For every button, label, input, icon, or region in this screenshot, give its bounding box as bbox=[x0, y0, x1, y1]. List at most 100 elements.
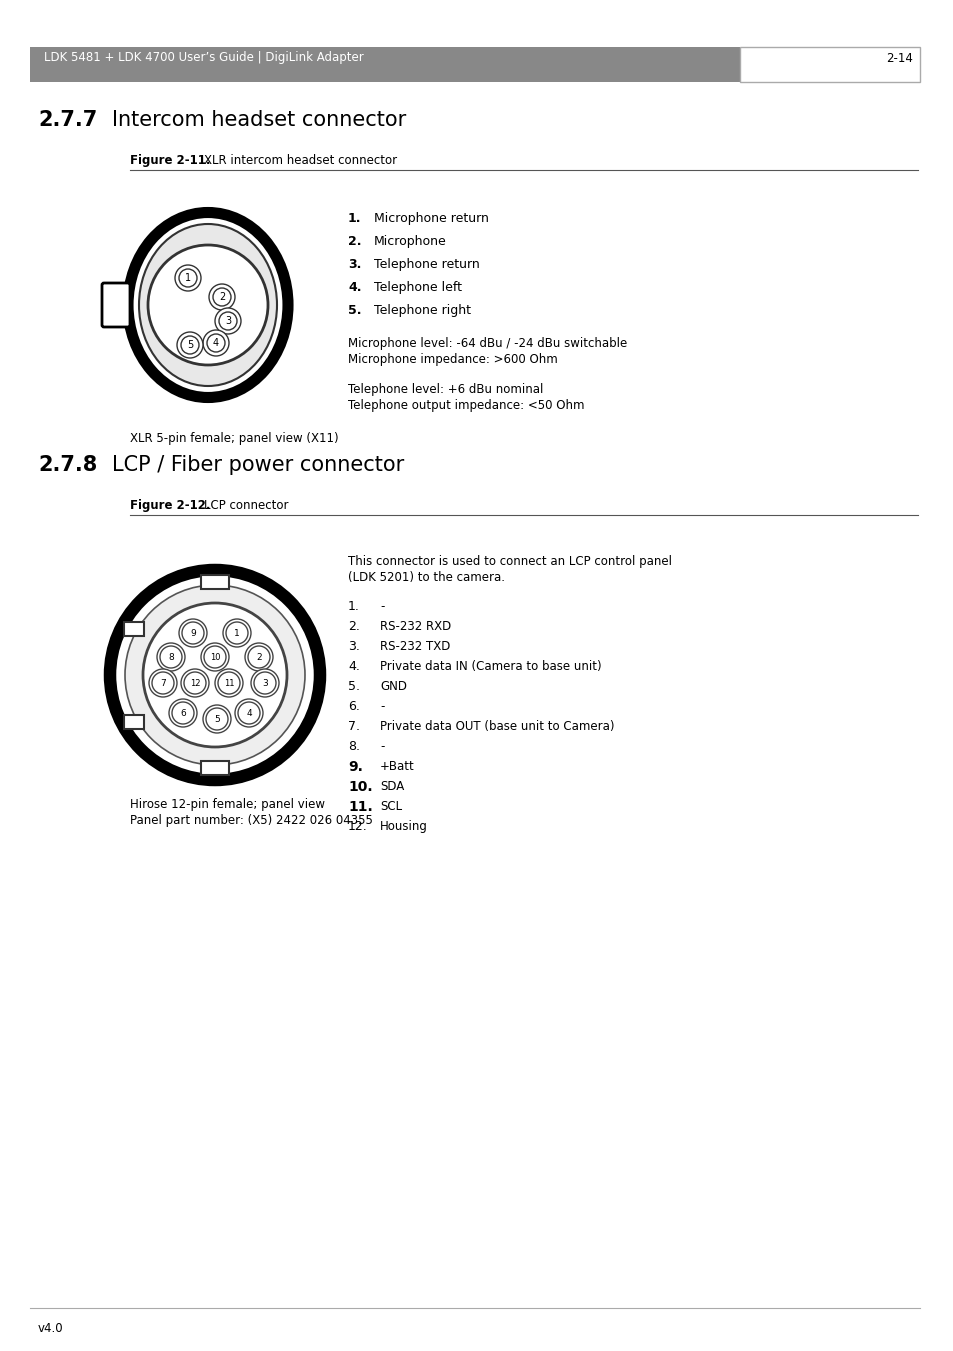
Circle shape bbox=[213, 288, 231, 305]
Text: 11: 11 bbox=[224, 678, 234, 688]
Text: v4.0: v4.0 bbox=[38, 1323, 64, 1335]
Text: 2-14: 2-14 bbox=[885, 51, 912, 65]
Circle shape bbox=[110, 570, 319, 780]
Text: 5.: 5. bbox=[348, 304, 361, 317]
Circle shape bbox=[201, 643, 229, 671]
Text: 11.: 11. bbox=[348, 800, 373, 815]
Text: Microphone return: Microphone return bbox=[374, 212, 488, 226]
Text: 4: 4 bbox=[213, 338, 219, 349]
Bar bbox=[740, 47, 919, 82]
Text: 2.: 2. bbox=[348, 235, 361, 249]
Circle shape bbox=[169, 698, 196, 727]
Text: 1.: 1. bbox=[348, 600, 359, 613]
Text: 1.: 1. bbox=[348, 212, 361, 226]
Text: XLR 5-pin female; panel view (X11): XLR 5-pin female; panel view (X11) bbox=[130, 432, 338, 444]
Text: 7.: 7. bbox=[348, 720, 359, 734]
Circle shape bbox=[248, 646, 270, 667]
Text: GND: GND bbox=[379, 680, 407, 693]
Circle shape bbox=[209, 284, 234, 309]
Text: This connector is used to connect an LCP control panel: This connector is used to connect an LCP… bbox=[348, 555, 671, 567]
Text: 2.: 2. bbox=[348, 620, 359, 634]
Text: Hirose 12-pin female; panel view: Hirose 12-pin female; panel view bbox=[130, 798, 325, 811]
Circle shape bbox=[174, 265, 201, 290]
Text: Intercom headset connector: Intercom headset connector bbox=[112, 109, 406, 130]
Circle shape bbox=[253, 671, 275, 694]
Circle shape bbox=[177, 332, 203, 358]
Text: Figure 2-12.: Figure 2-12. bbox=[130, 499, 211, 512]
Text: 6.: 6. bbox=[348, 700, 359, 713]
Text: 5: 5 bbox=[213, 715, 219, 724]
Circle shape bbox=[203, 705, 231, 734]
Circle shape bbox=[181, 336, 199, 354]
Circle shape bbox=[214, 669, 243, 697]
Text: Figure 2-11.: Figure 2-11. bbox=[130, 154, 211, 168]
Circle shape bbox=[219, 312, 236, 330]
Text: Telephone right: Telephone right bbox=[374, 304, 471, 317]
Circle shape bbox=[148, 245, 268, 365]
Text: +Batt: +Batt bbox=[379, 761, 415, 773]
Text: Telephone left: Telephone left bbox=[374, 281, 461, 295]
Text: 12.: 12. bbox=[348, 820, 367, 834]
Text: 4.: 4. bbox=[348, 661, 359, 673]
Circle shape bbox=[245, 643, 273, 671]
Circle shape bbox=[125, 585, 305, 765]
Text: 9: 9 bbox=[190, 628, 195, 638]
Text: Housing: Housing bbox=[379, 820, 428, 834]
Circle shape bbox=[182, 621, 204, 644]
FancyBboxPatch shape bbox=[124, 621, 144, 635]
Text: -: - bbox=[379, 700, 384, 713]
Text: 2.7.8: 2.7.8 bbox=[38, 455, 97, 476]
Circle shape bbox=[172, 703, 193, 724]
Circle shape bbox=[160, 646, 182, 667]
Text: 9.: 9. bbox=[348, 761, 362, 774]
Text: 2: 2 bbox=[256, 653, 261, 662]
Text: 4.: 4. bbox=[348, 281, 361, 295]
Bar bbox=[30, 47, 740, 82]
Text: XLR intercom headset connector: XLR intercom headset connector bbox=[204, 154, 396, 168]
Circle shape bbox=[223, 619, 251, 647]
Text: (LDK 5201) to the camera.: (LDK 5201) to the camera. bbox=[348, 571, 504, 584]
Circle shape bbox=[237, 703, 260, 724]
Text: 4: 4 bbox=[246, 708, 252, 717]
Text: SDA: SDA bbox=[379, 780, 404, 793]
Circle shape bbox=[181, 669, 209, 697]
Text: Microphone level: -64 dBu / -24 dBu switchable: Microphone level: -64 dBu / -24 dBu swit… bbox=[348, 336, 626, 350]
Circle shape bbox=[203, 330, 229, 357]
Circle shape bbox=[204, 646, 226, 667]
Circle shape bbox=[206, 708, 228, 730]
Circle shape bbox=[179, 619, 207, 647]
Text: Telephone return: Telephone return bbox=[374, 258, 479, 272]
Text: RS-232 TXD: RS-232 TXD bbox=[379, 640, 450, 653]
Circle shape bbox=[184, 671, 206, 694]
FancyBboxPatch shape bbox=[201, 576, 229, 589]
Text: 5: 5 bbox=[187, 340, 193, 350]
Text: LDK 5481 + LDK 4700 User’s Guide | DigiLink Adapter: LDK 5481 + LDK 4700 User’s Guide | DigiL… bbox=[44, 51, 363, 65]
Text: Private data IN (Camera to base unit): Private data IN (Camera to base unit) bbox=[379, 661, 601, 673]
Text: Telephone level: +6 dBu nominal: Telephone level: +6 dBu nominal bbox=[348, 382, 543, 396]
FancyBboxPatch shape bbox=[124, 715, 144, 728]
Text: 7: 7 bbox=[160, 678, 166, 688]
Circle shape bbox=[226, 621, 248, 644]
Circle shape bbox=[214, 308, 241, 334]
Text: 8.: 8. bbox=[348, 740, 359, 753]
Text: 1: 1 bbox=[185, 273, 191, 282]
Circle shape bbox=[143, 603, 287, 747]
Text: 6: 6 bbox=[180, 708, 186, 717]
Text: 1: 1 bbox=[233, 628, 239, 638]
Text: Panel part number: (X5) 2422 026 04355: Panel part number: (X5) 2422 026 04355 bbox=[130, 815, 373, 827]
Text: -: - bbox=[379, 740, 384, 753]
Circle shape bbox=[149, 669, 177, 697]
Text: 3.: 3. bbox=[348, 640, 359, 653]
FancyBboxPatch shape bbox=[201, 761, 229, 775]
Text: 8: 8 bbox=[168, 653, 173, 662]
Text: LCP / Fiber power connector: LCP / Fiber power connector bbox=[112, 455, 404, 476]
Text: 12: 12 bbox=[190, 678, 200, 688]
Text: 10: 10 bbox=[210, 653, 220, 662]
Text: Microphone: Microphone bbox=[374, 235, 446, 249]
FancyBboxPatch shape bbox=[102, 282, 130, 327]
Circle shape bbox=[152, 671, 173, 694]
Circle shape bbox=[157, 643, 185, 671]
Ellipse shape bbox=[128, 212, 288, 397]
Circle shape bbox=[179, 269, 196, 286]
Text: Microphone impedance: >600 Ohm: Microphone impedance: >600 Ohm bbox=[348, 353, 558, 366]
